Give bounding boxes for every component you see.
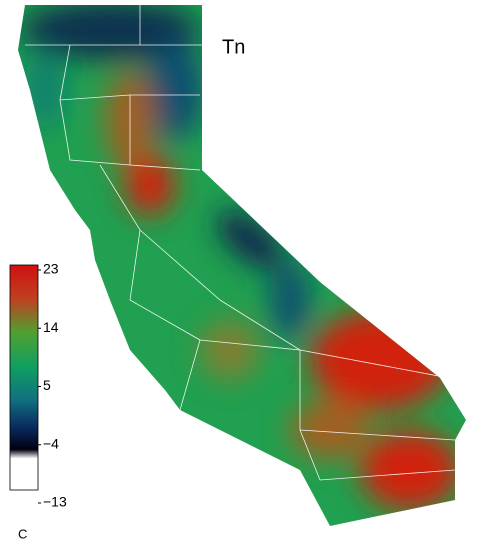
colorbar-tick-label: −13 <box>43 494 67 510</box>
colorbar-tick-label: 5 <box>43 377 51 393</box>
colorbar <box>9 264 39 491</box>
colorbar-tick-label: 23 <box>43 261 59 277</box>
colorbar-tick-label: 14 <box>43 319 59 335</box>
colorbar-tick-label: −4 <box>43 435 59 451</box>
colorbar-unit: C <box>18 526 27 541</box>
map-title: Tn <box>222 36 245 58</box>
